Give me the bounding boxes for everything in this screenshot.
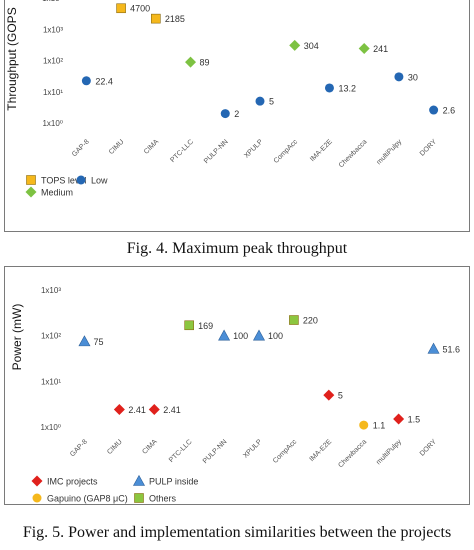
data-label-multipulpy: 30	[408, 72, 418, 82]
data-point-ptc-llc	[185, 56, 197, 68]
legend-marker-imc-projects	[31, 475, 43, 487]
data-point-ima-e2e	[324, 83, 334, 93]
data-label-xpulp: 100	[268, 331, 283, 341]
data-label-multipulpy: 1.5	[408, 414, 421, 424]
x-tick-label-ima-e2e: IMA-E2E	[308, 438, 333, 463]
data-label-chewbacca: 241	[373, 44, 388, 54]
legend-label-imc-projects: IMC projects	[47, 477, 98, 487]
data-label-dory: 2.6	[443, 106, 456, 116]
data-label-xpulp: 5	[269, 97, 274, 107]
x-tick-label-pulp-nn: PULP-NN	[202, 438, 229, 465]
data-point-xpulp	[252, 329, 266, 341]
legend-marker-pulp-inside	[132, 474, 146, 486]
figure-4-caption: Fig. 4. Maximum peak throughput	[126, 240, 348, 257]
legend-label-medium: Medium	[41, 188, 73, 198]
data-point-cimu	[116, 3, 126, 14]
data-label-compacc: 304	[304, 41, 319, 51]
x-tick-label-cimu: CIMU	[108, 138, 126, 156]
y-tick-label: 1x10²	[41, 332, 61, 341]
data-label-ima-e2e: 13.2	[338, 83, 356, 93]
legend-label-pulp-inside: PULP inside	[149, 477, 198, 487]
data-label-cimu: 4700	[130, 4, 150, 14]
data-point-compacc	[289, 39, 301, 51]
data-point-cimu	[113, 404, 125, 416]
x-tick-label-xpulp: XPULP	[242, 438, 263, 459]
data-point-multipulpy	[393, 413, 405, 425]
throughput-chart: Throughput (GOPS 1x10⁰ 1x10¹ 1x10² 1x10³ 1x10…	[5, 0, 456, 198]
legend-label-gapuino-gap8-c: Gapuino (GAP8 μC)	[47, 494, 128, 504]
y-tick-label: 1x10⁰	[40, 423, 61, 432]
data-point-dory	[429, 105, 439, 115]
y-tick-label: 1x10³	[43, 25, 63, 34]
data-label-pulp-nn: 2	[234, 109, 239, 119]
data-label-pulp-nn: 100	[233, 331, 248, 341]
data-label-gap-8: 75	[93, 337, 103, 347]
legend-marker-others	[134, 493, 144, 503]
x-tick-label-chewbacca: Chewbacca	[337, 438, 368, 469]
data-point-pulp-nn	[218, 329, 231, 341]
x-tick-label-dory: DORY	[419, 138, 438, 157]
y-axis-label: Power (mW)	[10, 304, 24, 371]
x-tick-label-compacc: CompAcc	[272, 438, 299, 465]
data-label-cima: 2.41	[163, 405, 181, 415]
data-point-multipulpy	[394, 72, 404, 82]
y-tick-label: 1x10²	[43, 57, 63, 66]
x-tick-label-cimu: CIMU	[106, 438, 124, 456]
data-label-cima: 2185	[165, 14, 185, 24]
x-tick-label-xpulp: XPULP	[243, 138, 264, 159]
data-point-chewbacca	[359, 420, 369, 430]
data-label-chewbacca: 1.1	[373, 421, 386, 431]
data-label-cimu: 2.41	[128, 405, 146, 415]
x-tick-label-gap-8: GAP-8	[69, 438, 89, 458]
data-point-chewbacca	[358, 43, 370, 55]
x-tick-label-cima: CIMA	[143, 138, 161, 156]
data-point-dory	[427, 342, 440, 354]
x-tick-label-gap-8: GAP-8	[71, 138, 91, 158]
data-point-compacc	[289, 315, 299, 325]
legend-marker-tops-level	[26, 175, 36, 185]
throughput-chart-panel: Throughput (GOPS 1x10⁰ 1x10¹ 1x10² 1x10³ 1x10…	[4, 0, 470, 232]
x-tick-label-dory: DORY	[419, 438, 438, 457]
y-tick-label: 1x10⁰	[42, 119, 63, 128]
data-label-compacc: 220	[303, 316, 318, 326]
y-tick-label: 1x10³	[41, 286, 61, 295]
data-label-ima-e2e: 5	[338, 391, 343, 401]
x-tick-label-pulp-nn: PULP-NN	[203, 138, 230, 165]
x-tick-label-compacc: CompAcc	[273, 138, 300, 165]
legend-marker-medium	[25, 186, 37, 198]
x-tick-label-chewbacca: Chewbacca	[338, 138, 369, 169]
data-point-cima	[148, 404, 160, 416]
legend-label-others: Others	[149, 494, 177, 504]
data-label-ptc-llc: 89	[200, 58, 210, 68]
data-point-cima	[151, 13, 161, 24]
y-tick-label: 1x10¹	[41, 377, 61, 386]
data-point-pulp-nn	[220, 109, 230, 119]
data-point-xpulp	[255, 96, 265, 106]
data-point-gap-8	[81, 76, 91, 86]
x-tick-label-ptc-llc: PTC-LLC	[169, 138, 195, 164]
figure-5-caption: Fig. 5. Power and implementation similar…	[22, 524, 452, 541]
y-tick-label: 1x10⁴	[42, 0, 63, 3]
data-label-dory: 51.6	[443, 344, 461, 354]
power-chart: Power (mW) 1x10⁰ 1x10¹ 1x10² 1x10³ GAP-8 CIMU C…	[10, 286, 461, 504]
data-point-ptc-llc	[184, 320, 194, 331]
power-chart-panel: Power (mW) 1x10⁰ 1x10¹ 1x10² 1x10³ GAP-8 CIMU C…	[4, 266, 470, 505]
data-point-gap-8	[78, 335, 91, 347]
legend-label-tops-level: TOPS level	[41, 176, 86, 186]
x-tick-label-cima: CIMA	[141, 438, 159, 456]
x-tick-label-multipulpy: multiPulpy	[376, 138, 404, 166]
x-tick-label-ptc-llc: PTC-LLC	[168, 438, 194, 464]
data-label-gap-8: 22.4	[95, 76, 113, 86]
legend-label-low: Low	[91, 176, 108, 186]
legend-marker-gapuino-gap8-c	[32, 493, 42, 503]
data-label-ptc-llc: 169	[198, 321, 213, 331]
data-point-ima-e2e	[323, 389, 335, 401]
x-tick-label-multipulpy: multiPulpy	[375, 438, 403, 466]
x-tick-label-ima-e2e: IMA-E2E	[309, 138, 334, 163]
y-axis-label: Throughput (GOPS	[5, 7, 19, 110]
legend-marker-low	[76, 175, 86, 185]
y-tick-label: 1x10¹	[43, 88, 63, 97]
